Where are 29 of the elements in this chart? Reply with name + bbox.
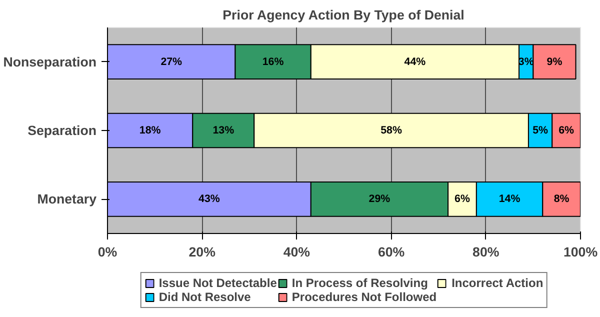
data-label: 18%	[139, 124, 162, 136]
data-label: 6%	[558, 124, 575, 136]
data-label: 6%	[454, 193, 470, 206]
data-label: 29%	[368, 193, 391, 206]
data-label: 5%	[532, 124, 549, 136]
legend-label: Procedures Not Followed	[292, 290, 437, 304]
x-tick-label: 80%	[472, 244, 500, 260]
x-tick-label: 40%	[283, 244, 310, 260]
x-tick-label: 60%	[378, 244, 405, 260]
data-label: 58%	[380, 124, 402, 136]
data-label: 16%	[262, 56, 284, 68]
legend-label: Did Not Resolve	[158, 290, 251, 304]
data-label: 27%	[160, 56, 183, 68]
y-tick-label: Nonseparation	[3, 54, 97, 70]
data-label: 13%	[212, 124, 235, 136]
legend-label: In Process of Resolving	[292, 276, 428, 290]
chart-title: Prior Agency Action By Type of Denial	[222, 8, 464, 22]
y-tick-label: Separation	[28, 123, 97, 138]
legend-label: Incorrect Action	[452, 276, 544, 290]
x-tick-label: 100%	[563, 244, 598, 260]
y-tick-label: Monetary	[37, 192, 98, 207]
data-label: 14%	[498, 193, 521, 206]
legend-label: Issue Not Detectable	[158, 276, 277, 290]
data-label: 44%	[404, 56, 426, 68]
data-label: 8%	[554, 193, 570, 206]
data-label: 43%	[198, 193, 220, 206]
x-tick-label: 0%	[98, 244, 118, 260]
x-tick-label: 20%	[188, 244, 216, 260]
data-label: 9%	[546, 56, 563, 68]
